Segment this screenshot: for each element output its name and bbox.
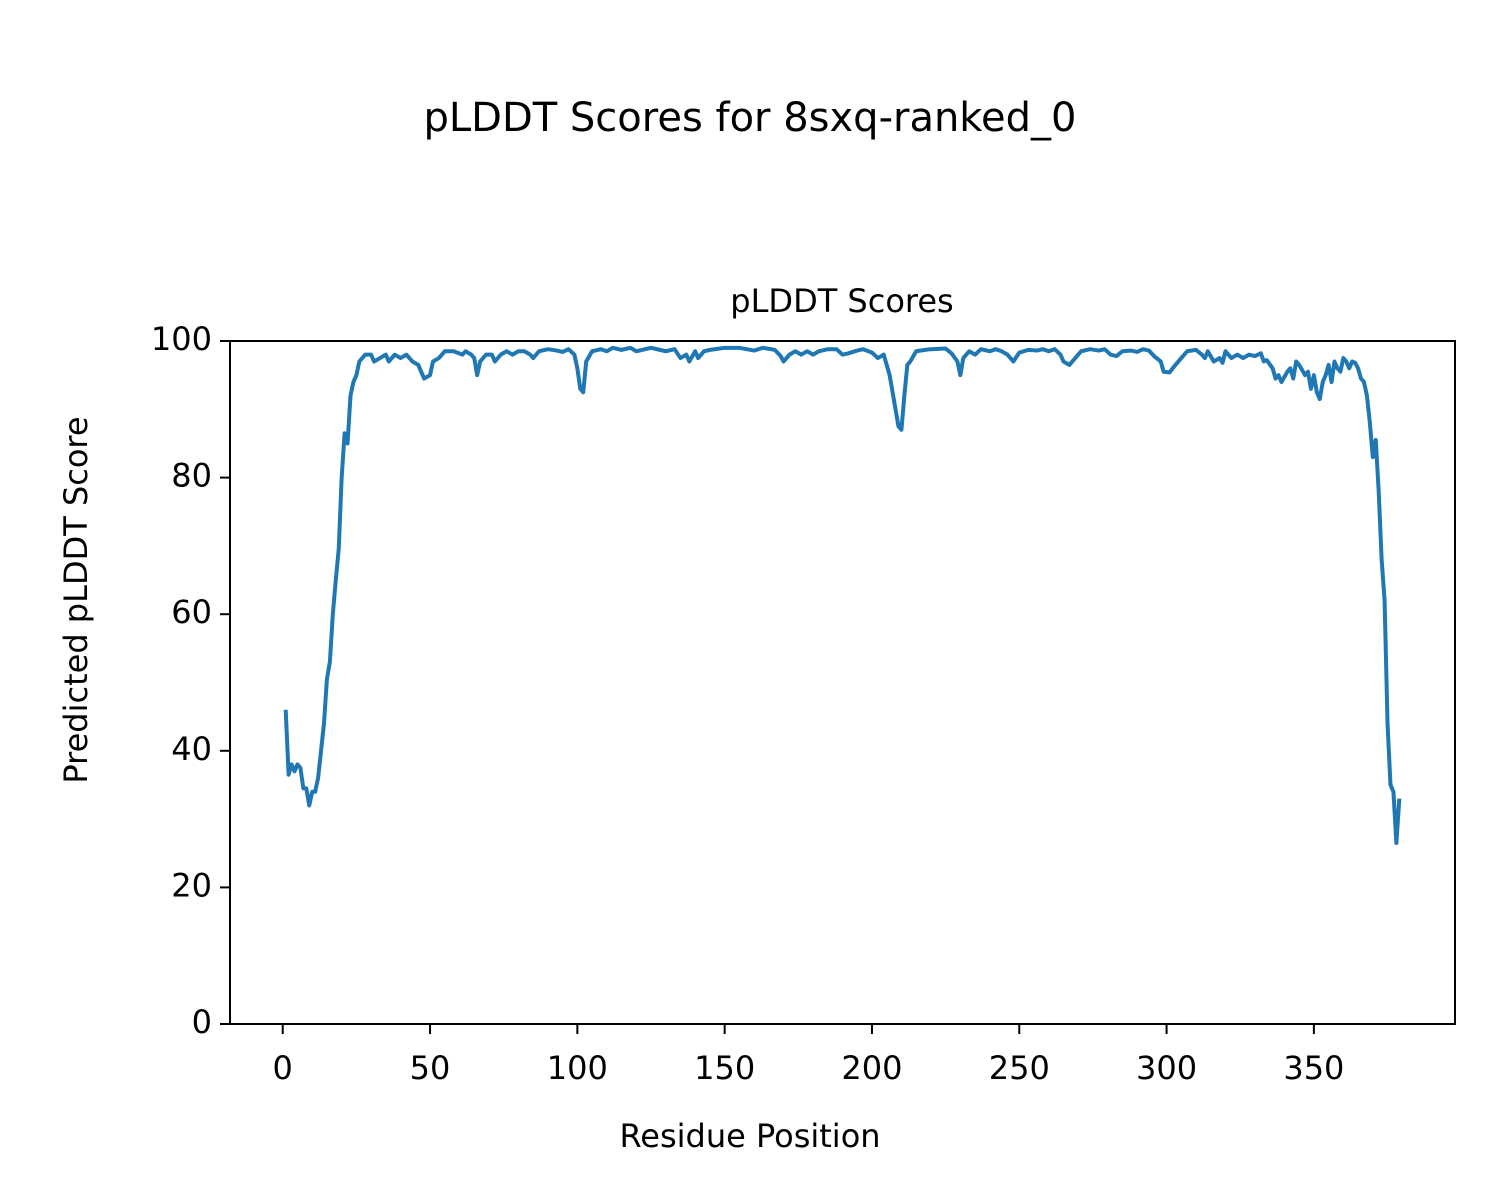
x-tick-label: 100: [547, 1049, 608, 1087]
y-axis-label: Predicted pLDDT Score: [57, 416, 95, 783]
x-tick-label: 300: [1136, 1049, 1197, 1087]
x-axis-label: Residue Position: [619, 1117, 880, 1155]
x-tick-label: 0: [273, 1049, 293, 1087]
x-tick-label: 50: [410, 1049, 451, 1087]
y-tick-label: 80: [171, 457, 212, 495]
axes-title: pLDDT Scores: [730, 282, 953, 320]
y-tick-label: 0: [192, 1003, 212, 1041]
x-tick-label: 350: [1283, 1049, 1344, 1087]
x-tick-label: 250: [989, 1049, 1050, 1087]
y-tick-label: 100: [151, 320, 212, 358]
figure-title: pLDDT Scores for 8sxq-ranked_0: [423, 95, 1076, 141]
x-tick-label: 200: [841, 1049, 902, 1087]
y-tick-label: 20: [171, 866, 212, 904]
y-tick-label: 60: [171, 593, 212, 631]
score-line: [283, 345, 1402, 845]
axes-frame: [229, 340, 1456, 1025]
x-tick-label: 150: [694, 1049, 755, 1087]
y-tick-label: 40: [171, 730, 212, 768]
